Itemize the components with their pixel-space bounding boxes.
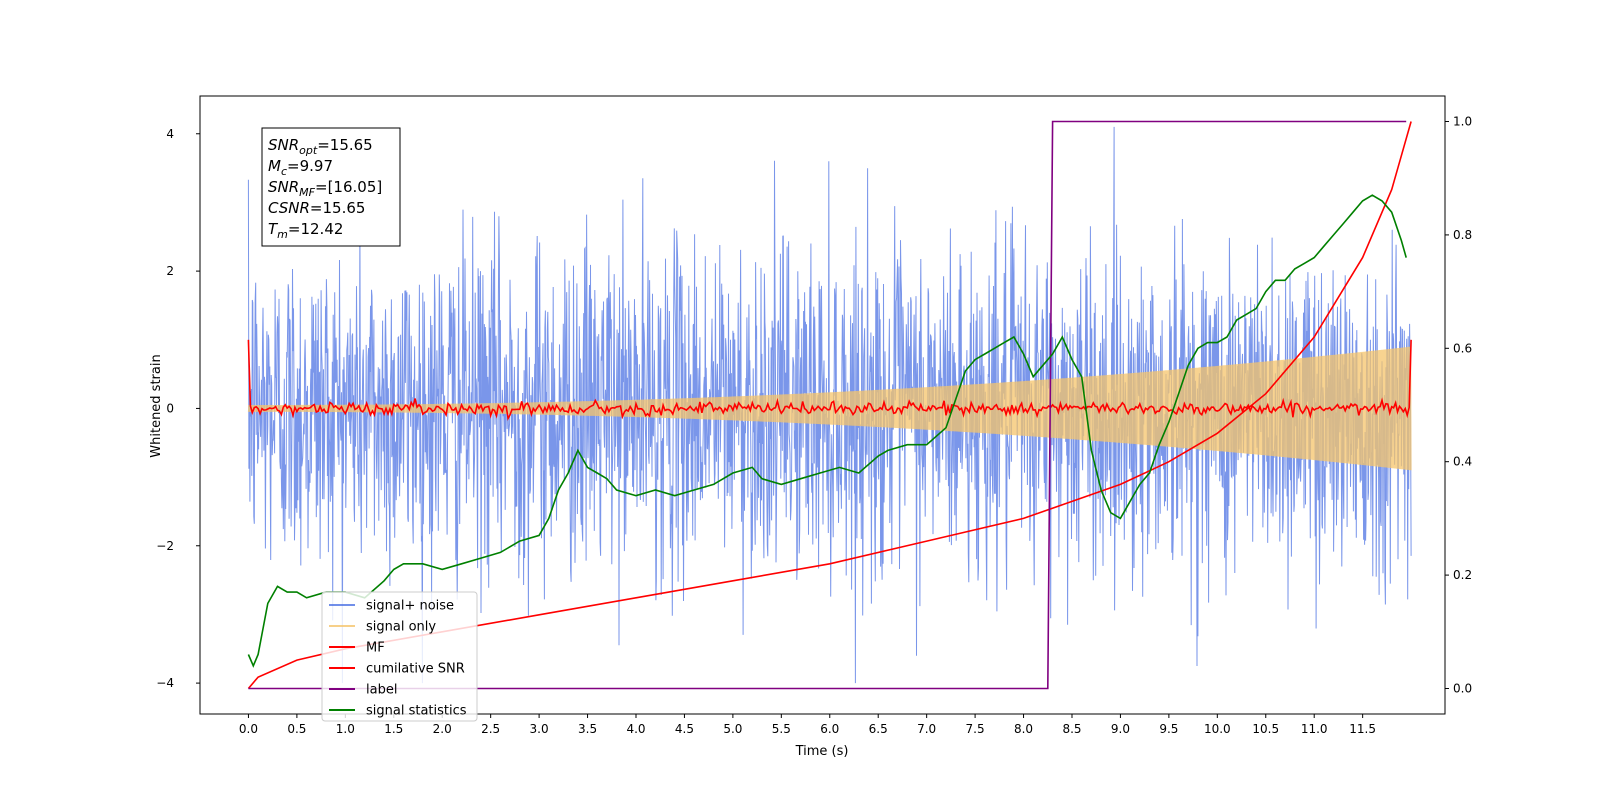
x-tick-label: 8.0 [1014, 722, 1033, 736]
x-tick-label: 1.5 [384, 722, 403, 736]
y-tick-label: 4 [166, 127, 174, 141]
y-axis-right: 1.0 0.8 0.6 0.4 0.2 0.0 [1445, 115, 1472, 695]
y-tick-label: −2 [156, 539, 174, 553]
y-tick-label: 0 [166, 401, 174, 415]
x-tick-label: 11.5 [1349, 722, 1376, 736]
annotation-line: SNRopt=15.65 [268, 136, 373, 157]
x-tick-label: 2.0 [433, 722, 452, 736]
x-tick-label: 10.5 [1252, 722, 1279, 736]
x-tick-label: 6.0 [820, 722, 839, 736]
annotation-line: Tm=12.42 [268, 220, 343, 241]
x-axis-label: Time (s) [795, 744, 849, 759]
x-tick-label: 10.0 [1204, 722, 1231, 736]
x-tick-label: 7.0 [917, 722, 936, 736]
x-tick-label: 4.0 [626, 722, 645, 736]
legend: signal+ noise signal only MF cumilative SNR… [321, 591, 478, 722]
series-signal-noise [247, 126, 1412, 684]
x-tick-label: 0.0 [239, 722, 258, 736]
y2-tick-label: 1.0 [1453, 115, 1472, 129]
legend-label: cumilative SNR [366, 662, 465, 677]
y-axis-left: 4 2 0 −2 −4 [156, 127, 200, 690]
y2-tick-label: 0.4 [1453, 455, 1472, 469]
annotation-line: Mc=9.97 [268, 157, 333, 178]
x-axis: 0.0 0.5 1.0 1.5 2.0 2.5 3.0 3.5 4.0 4.5 5.0 5.5 6.0 6… [239, 714, 1376, 736]
annotation-box: SNRopt=15.65Mc=9.97SNRMF=[16.05]CSNR=15.… [261, 127, 401, 247]
legend-label: signal statistics [366, 704, 467, 719]
series-signal-only [247, 346, 1412, 471]
y-axis-label: Whitened strain [149, 354, 164, 457]
x-tick-label: 5.5 [772, 722, 791, 736]
y2-tick-label: 0.2 [1453, 568, 1472, 582]
legend-label: label [366, 683, 397, 698]
x-tick-label: 5.0 [723, 722, 742, 736]
legend-frame [321, 591, 478, 722]
x-tick-label: 3.5 [578, 722, 597, 736]
y2-tick-label: 0.6 [1453, 341, 1472, 355]
series-signal-statistics [247, 194, 1407, 668]
x-tick-label: 9.0 [1111, 722, 1130, 736]
plot-frame [199, 95, 1446, 715]
legend-label: signal+ noise [366, 599, 454, 614]
x-tick-label: 1.0 [336, 722, 355, 736]
y2-tick-label: 0.0 [1453, 681, 1472, 695]
x-tick-label: 2.5 [481, 722, 500, 736]
y-tick-label: −4 [156, 676, 174, 690]
y2-tick-label: 0.8 [1453, 228, 1472, 242]
x-tick-label: 8.5 [1062, 722, 1081, 736]
legend-label: MF [366, 641, 385, 656]
annotation-line: CSNR=15.65 [268, 199, 365, 217]
x-tick-label: 7.5 [966, 722, 985, 736]
series-label [248, 120, 1407, 690]
annotation-frame [261, 127, 401, 247]
series-mf [247, 339, 1412, 421]
x-tick-label: 0.5 [287, 722, 306, 736]
x-tick-label: 9.5 [1159, 722, 1178, 736]
annotation-line: SNRMF=[16.05] [268, 178, 382, 199]
x-tick-label: 11.0 [1301, 722, 1328, 736]
y-tick-label: 2 [166, 264, 174, 278]
x-tick-label: 6.5 [869, 722, 888, 736]
x-tick-label: 4.5 [675, 722, 694, 736]
x-tick-label: 3.0 [530, 722, 549, 736]
legend-label: signal only [366, 620, 436, 635]
